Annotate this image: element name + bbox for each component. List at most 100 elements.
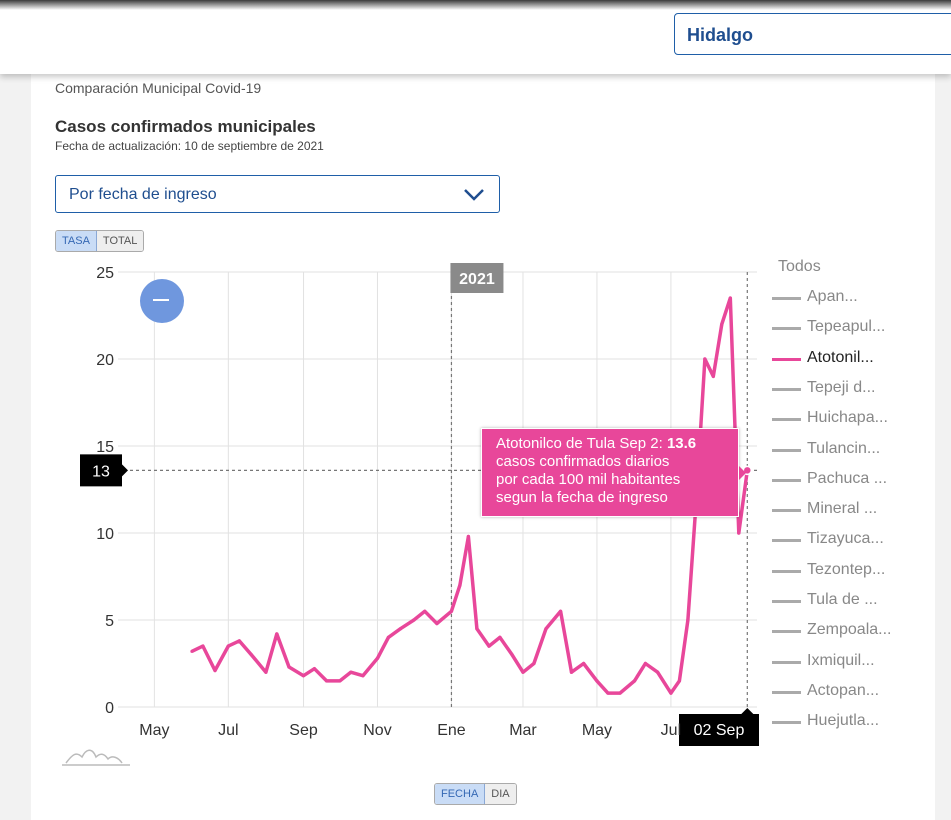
legend-label: Tula de ... (807, 591, 878, 608)
state-select[interactable]: Hidalgo (674, 13, 951, 55)
data-point (423, 609, 427, 613)
data-point (324, 679, 329, 683)
legend-swatch (772, 509, 801, 513)
data-point (669, 691, 673, 695)
data-point (595, 679, 599, 683)
data-point (632, 679, 637, 683)
data-point (190, 649, 194, 653)
data-point (711, 374, 715, 378)
data-point (338, 679, 342, 683)
mode-select-value: Por fecha de ingreso (69, 186, 217, 203)
legend-swatch (772, 600, 801, 603)
legend-label: Ixmiquil... (807, 651, 875, 669)
x-tick-label: Sep (289, 722, 318, 739)
x-tick-label: Nov (363, 722, 391, 739)
data-point (349, 670, 353, 674)
data-point (466, 534, 471, 539)
crosshair-x-label: 02 Sep (694, 722, 745, 739)
x-tick-label: Mar (509, 722, 537, 739)
legend-swatch (772, 539, 801, 543)
dia-toggle[interactable]: DIA (485, 784, 516, 804)
legend-swatch (772, 297, 801, 300)
data-point (301, 674, 306, 678)
crosshair-x-arrow (741, 708, 754, 714)
minus-icon (153, 299, 169, 301)
legend-label: Huichapa... (807, 409, 888, 427)
data-point (375, 656, 380, 660)
data-point (275, 632, 279, 636)
data-point (449, 609, 454, 613)
legend-swatch (772, 387, 801, 391)
data-point (655, 670, 660, 674)
tooltip-line-2: por cada 100 mil habitantes (496, 471, 681, 488)
data-point (264, 670, 268, 674)
data-point (686, 618, 690, 622)
tasa-toggle[interactable]: TASA (56, 231, 97, 251)
data-point (487, 644, 491, 648)
legend-all[interactable]: Todos (778, 258, 821, 275)
data-point (618, 691, 622, 695)
crosshair-y-box (80, 454, 122, 487)
legend-label: Tizayuca... (807, 530, 884, 548)
chart-title: Casos confirmados municipales (55, 117, 316, 136)
update-date: Fecha de actualización: 10 de septiembre… (55, 139, 324, 153)
mountain-logo-icon (62, 749, 130, 766)
chart-tooltip: Atotonilco de Tula Sep 2: 13.6 casos con… (481, 428, 739, 517)
fecha-toggle[interactable]: FECHA (435, 784, 486, 804)
tooltip-value: 13.6 (666, 435, 697, 452)
legend-swatch (772, 357, 801, 361)
data-point (532, 661, 536, 666)
data-point (361, 674, 365, 678)
data-point (498, 635, 502, 640)
legend-label: Mineral ... (807, 500, 878, 518)
legend-swatch (772, 569, 801, 573)
legend-label: Tepeji d... (807, 378, 876, 396)
legend-label: Zempoala... (807, 621, 892, 639)
data-point (703, 357, 707, 361)
data-point (677, 679, 681, 683)
data-point (569, 670, 574, 674)
legend-label: Apan... (807, 288, 858, 305)
tooltip-line-3: segun la fecha de ingreso (496, 489, 668, 506)
x-tick-label: Jul (218, 722, 238, 739)
tooltip-line-1: casos confirmados diarios (496, 453, 670, 470)
legend-swatch (772, 660, 801, 664)
legend-label: Pachuca ... (807, 469, 888, 487)
data-point (521, 670, 525, 674)
crosshair-y-label: 13 (92, 463, 110, 480)
data-point (312, 667, 317, 671)
data-point (720, 322, 724, 326)
top-shade (0, 0, 951, 10)
zoom-out-button[interactable] (140, 279, 184, 323)
legend-label: Actopan... (807, 681, 880, 699)
x-tick-label: Jul (661, 722, 681, 739)
x-tick-label: Ene (437, 722, 466, 739)
year-marker-label: 2021 (459, 271, 495, 288)
data-point (582, 661, 586, 666)
mode-select[interactable]: Por fecha de ingreso (55, 175, 500, 213)
legend-swatch (772, 690, 801, 694)
y-tick-label: 10 (96, 526, 114, 543)
legend-swatch (772, 478, 801, 482)
axis-toggle: FECHA DIA (434, 783, 517, 805)
crosshair-x-box (679, 714, 759, 746)
legend-label: Atotonil... (807, 348, 874, 366)
data-point (201, 644, 205, 648)
data-point (558, 609, 563, 613)
tooltip-place: Atotonilco de Tula Sep 2: (496, 435, 663, 452)
legend-swatch (772, 327, 801, 331)
data-point (544, 627, 548, 631)
section-title: Comparación Municipal Covid-19 (55, 80, 262, 96)
legend-swatch (772, 630, 801, 634)
chevron-down-icon (464, 189, 484, 201)
data-point (510, 653, 514, 657)
data-point (287, 665, 291, 669)
total-toggle[interactable]: TOTAL (96, 231, 144, 251)
data-point (458, 583, 462, 587)
x-tick-label: May (582, 722, 612, 739)
data-point (213, 668, 217, 673)
year-marker-box (450, 263, 504, 293)
state-select-value: Hidalgo (687, 25, 753, 45)
y-tick-label: 15 (96, 439, 114, 456)
